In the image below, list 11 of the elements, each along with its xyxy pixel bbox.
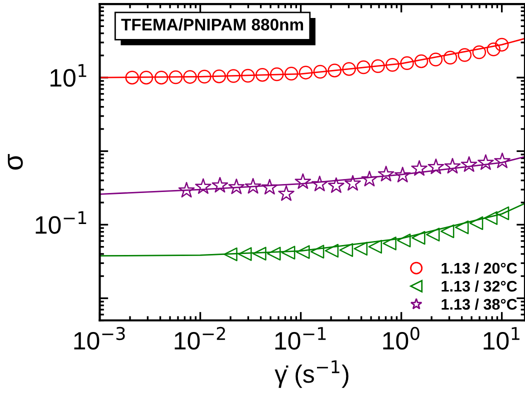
- x-tick-label: 10$^{1}$: [484, 327, 520, 350]
- x-tick-label: 10$^{−3}$: [74, 326, 125, 350]
- x-tick-label: 10$^{0}$: [383, 326, 420, 350]
- legend-label: 1.13 / 32°C: [442, 280, 517, 292]
- x-tick-label: 10$^{−1}$: [275, 327, 326, 350]
- legend-label: 1.13 / 20°C: [442, 262, 517, 274]
- x-tick-label: 10$^{−2}$: [174, 326, 225, 350]
- x-axis-title: γ̇ (s$^{−1}$): [274, 360, 348, 388]
- text: TFEMA/PNIPAM 880nm: [121, 18, 304, 31]
- legend-label: 1.13 / 38°C: [442, 298, 517, 310]
- y-axis-title: σ: [8, 154, 23, 170]
